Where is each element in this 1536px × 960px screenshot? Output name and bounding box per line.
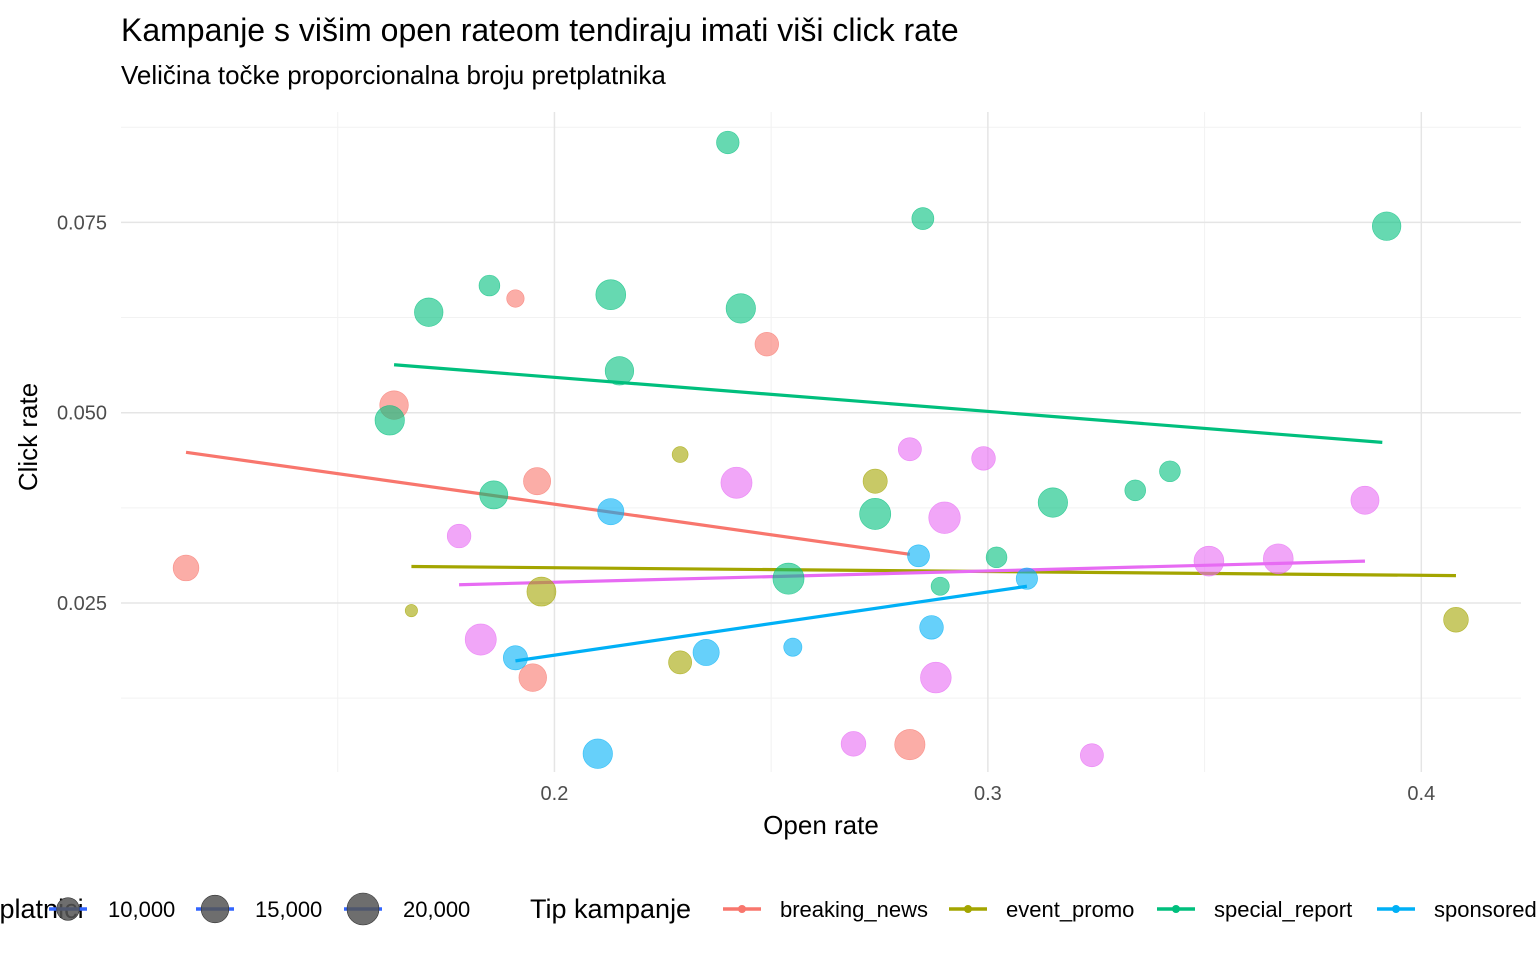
data-point: [502, 645, 528, 671]
data-point: [692, 639, 720, 666]
y-axis-ticks: 0.025 0.050 0.075: [57, 212, 107, 615]
x-axis-title: Open rate: [763, 810, 879, 840]
data-point: [1350, 485, 1380, 515]
size-legend-key-circle: [346, 892, 380, 926]
size-legend-key-circle: [200, 894, 230, 924]
trend-line: [393, 363, 1383, 444]
data-point: [920, 661, 952, 694]
data-point: [414, 297, 444, 327]
data-point: [859, 498, 892, 530]
data-point: [1080, 743, 1104, 768]
data-point: [1124, 479, 1146, 502]
data-point: [720, 466, 753, 499]
trend-line: [185, 450, 911, 556]
color-legend-key-dot: [1172, 905, 1180, 913]
data-point: [862, 468, 888, 494]
data-point: [894, 729, 926, 761]
data-point: [1193, 545, 1225, 577]
data-point: [971, 446, 996, 471]
data-point: [928, 501, 961, 534]
data-point: [1443, 607, 1469, 633]
color-legend-key-dot: [964, 905, 972, 913]
data-point: [1015, 567, 1038, 590]
data-point: [772, 562, 805, 595]
data-point: [478, 274, 501, 297]
data-point: [523, 467, 552, 496]
data-point: [754, 332, 779, 357]
data-point: [582, 738, 613, 769]
trend-lines: [185, 363, 1456, 663]
data-point: [1159, 460, 1181, 483]
data-point: [506, 289, 525, 308]
size-legend-key-circle: [56, 897, 80, 921]
chart-subtitle: Veličina točke proporcionalna broju pret…: [121, 60, 666, 90]
data-point: [897, 437, 922, 462]
trend-line: [515, 584, 1028, 663]
data-point: [716, 130, 740, 155]
x-tick-label: 0.2: [541, 783, 569, 805]
color-legend-label: breaking_news: [780, 897, 928, 922]
size-legend-label: 20,000: [403, 897, 470, 922]
data-point: [479, 480, 509, 510]
data-point: [597, 498, 625, 526]
color-legend-key-dot: [738, 905, 746, 913]
size-legend-label: 10,000: [108, 897, 175, 922]
data-point: [840, 731, 867, 757]
data-point: [919, 615, 944, 640]
data-point: [604, 356, 635, 386]
x-tick-label: 0.3: [974, 783, 1002, 805]
y-tick-label: 0.025: [57, 593, 107, 615]
chart-title: Kampanje s višim open rateom tendiraju i…: [121, 12, 959, 48]
data-point: [374, 405, 405, 436]
grid: [121, 112, 1521, 772]
data-point: [1372, 211, 1402, 241]
data-point: [668, 650, 693, 675]
data-point: [595, 279, 627, 310]
data-point: [985, 546, 1008, 569]
data-point: [404, 604, 418, 618]
color-legend-label: special_report: [1214, 897, 1352, 922]
data-point: [783, 637, 803, 657]
y-axis-title: Click rate: [13, 383, 43, 491]
size-legend-label: 15,000: [255, 897, 322, 922]
color-legend-label: event_promo: [1006, 897, 1134, 922]
data-point: [930, 576, 950, 596]
y-tick-label: 0.050: [57, 403, 107, 425]
data-point: [911, 207, 935, 230]
data-point: [1263, 543, 1294, 575]
data-point: [725, 293, 756, 324]
x-axis-ticks: 0.2 0.3 0.4: [541, 783, 1436, 805]
y-tick-label: 0.075: [57, 212, 107, 234]
data-points: [172, 130, 1469, 769]
color-legend-label: sponsored_content: [1434, 897, 1536, 922]
data-point: [464, 623, 497, 656]
color-legend-key-dot: [1392, 905, 1400, 913]
data-point: [518, 663, 547, 692]
data-point: [172, 554, 200, 582]
data-point: [671, 446, 689, 463]
data-point: [446, 523, 472, 549]
data-point: [526, 576, 557, 607]
color-legend-title: Tip kampanje: [530, 894, 691, 924]
data-point: [907, 544, 930, 568]
data-point: [1037, 487, 1068, 518]
x-tick-label: 0.4: [1407, 783, 1435, 805]
